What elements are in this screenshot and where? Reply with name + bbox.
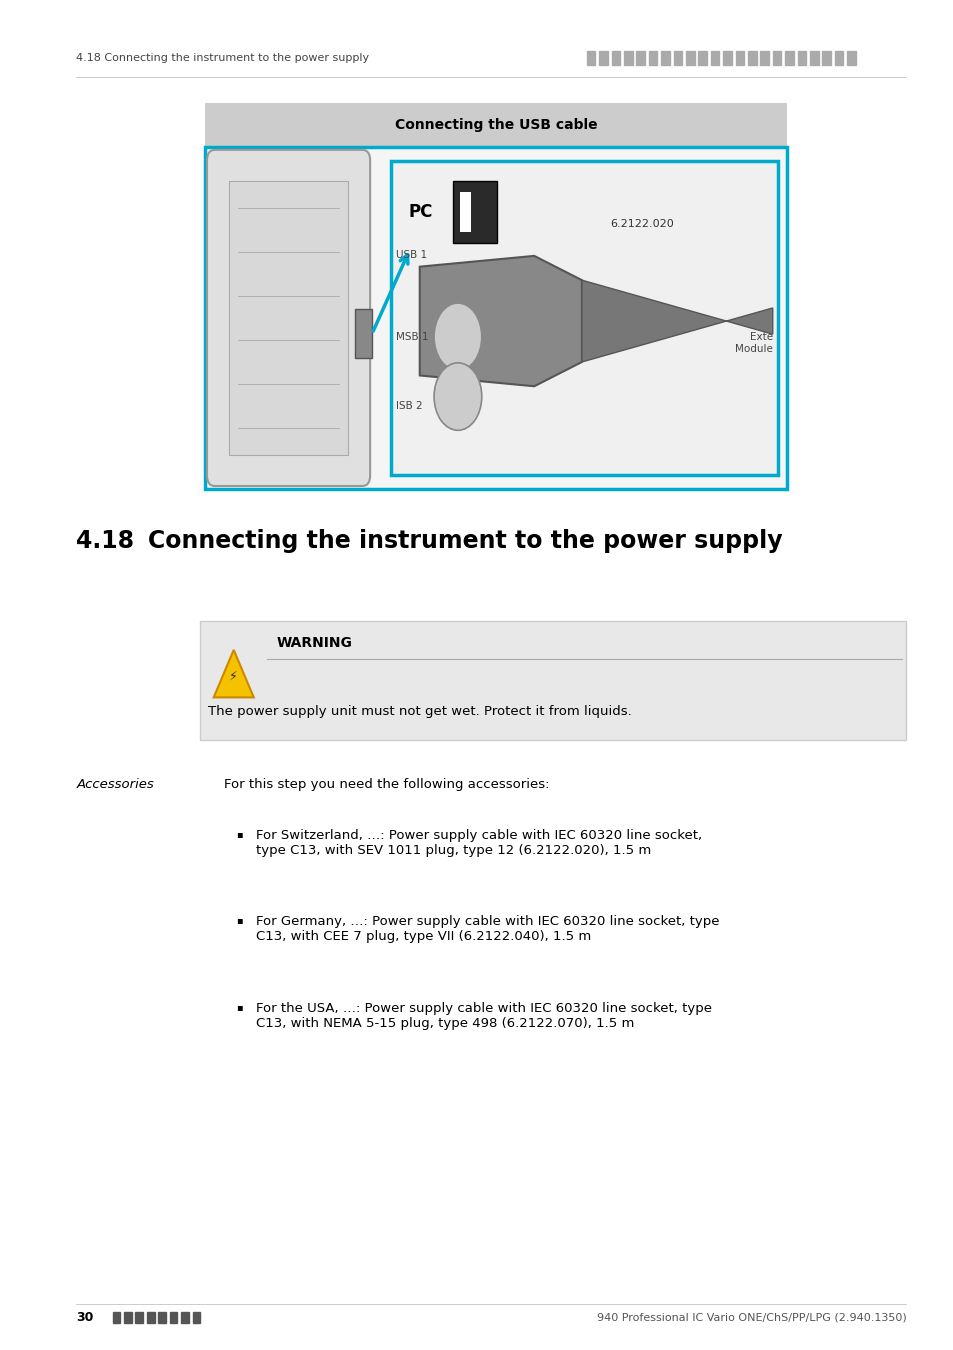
Text: 4.18: 4.18 (76, 529, 134, 554)
Bar (797, 51, 805, 65)
Bar (598, 51, 607, 65)
Bar (623, 51, 632, 65)
Bar (784, 51, 793, 65)
Bar (124, 1312, 132, 1323)
Text: WARNING: WARNING (276, 636, 353, 649)
Bar (735, 51, 743, 65)
Bar (673, 51, 681, 65)
Text: PC: PC (408, 202, 433, 221)
Bar (636, 51, 644, 65)
Bar (809, 51, 818, 65)
Bar (846, 51, 855, 65)
Text: Accessories: Accessories (76, 778, 153, 791)
Bar (772, 51, 781, 65)
Text: ISB 2: ISB 2 (395, 401, 422, 410)
Bar (135, 1312, 143, 1323)
FancyBboxPatch shape (355, 309, 372, 358)
Text: USB 1: USB 1 (395, 250, 427, 261)
Text: For Germany, …: Power supply cable with IEC 60320 line socket, type
C13, with CE: For Germany, …: Power supply cable with … (255, 915, 719, 944)
FancyBboxPatch shape (207, 150, 370, 486)
Text: Connecting the USB cable: Connecting the USB cable (395, 117, 597, 132)
FancyBboxPatch shape (205, 103, 786, 147)
Text: For Switzerland, …: Power supply cable with IEC 60320 line socket,
type C13, wit: For Switzerland, …: Power supply cable w… (255, 829, 701, 857)
Text: ⚡: ⚡ (229, 670, 238, 683)
Bar (821, 51, 830, 65)
Text: ▪: ▪ (235, 1002, 242, 1011)
Bar (586, 51, 595, 65)
Text: For the USA, …: Power supply cable with IEC 60320 line socket, type
C13, with NE: For the USA, …: Power supply cable with … (255, 1002, 711, 1030)
Text: Connecting the instrument to the power supply: Connecting the instrument to the power s… (148, 529, 781, 554)
Text: ▪: ▪ (235, 829, 242, 838)
Bar (710, 51, 719, 65)
Bar (170, 1312, 177, 1323)
Polygon shape (581, 281, 772, 362)
Bar (698, 51, 706, 65)
Bar (648, 51, 657, 65)
Text: For this step you need the following accessories:: For this step you need the following acc… (224, 778, 549, 791)
Bar (834, 51, 842, 65)
Bar (112, 1312, 120, 1323)
Bar (147, 1312, 154, 1323)
Bar (760, 51, 768, 65)
FancyBboxPatch shape (200, 621, 905, 740)
Bar (685, 51, 694, 65)
Text: The power supply unit must not get wet. Protect it from liquids.: The power supply unit must not get wet. … (208, 705, 631, 718)
Text: 30: 30 (76, 1311, 93, 1324)
Polygon shape (419, 256, 581, 386)
Text: 4.18 Connecting the instrument to the power supply: 4.18 Connecting the instrument to the po… (76, 53, 369, 63)
Text: 940 Professional IC Vario ONE/ChS/PP/LPG (2.940.1350): 940 Professional IC Vario ONE/ChS/PP/LPG… (596, 1312, 905, 1323)
FancyBboxPatch shape (391, 161, 777, 475)
FancyBboxPatch shape (229, 181, 348, 455)
Text: 6.2122.020: 6.2122.020 (610, 219, 674, 228)
FancyBboxPatch shape (205, 147, 786, 489)
Text: Exte
Module: Exte Module (734, 332, 772, 354)
Polygon shape (213, 649, 253, 698)
Bar (158, 1312, 166, 1323)
Bar (747, 51, 756, 65)
Circle shape (434, 302, 481, 370)
FancyBboxPatch shape (459, 192, 471, 232)
FancyBboxPatch shape (453, 181, 497, 243)
Bar (722, 51, 731, 65)
Circle shape (434, 363, 481, 431)
Text: MSB 1: MSB 1 (395, 332, 428, 342)
Bar (660, 51, 669, 65)
Bar (181, 1312, 189, 1323)
Bar (611, 51, 619, 65)
Text: ▪: ▪ (235, 915, 242, 925)
Bar (193, 1312, 200, 1323)
